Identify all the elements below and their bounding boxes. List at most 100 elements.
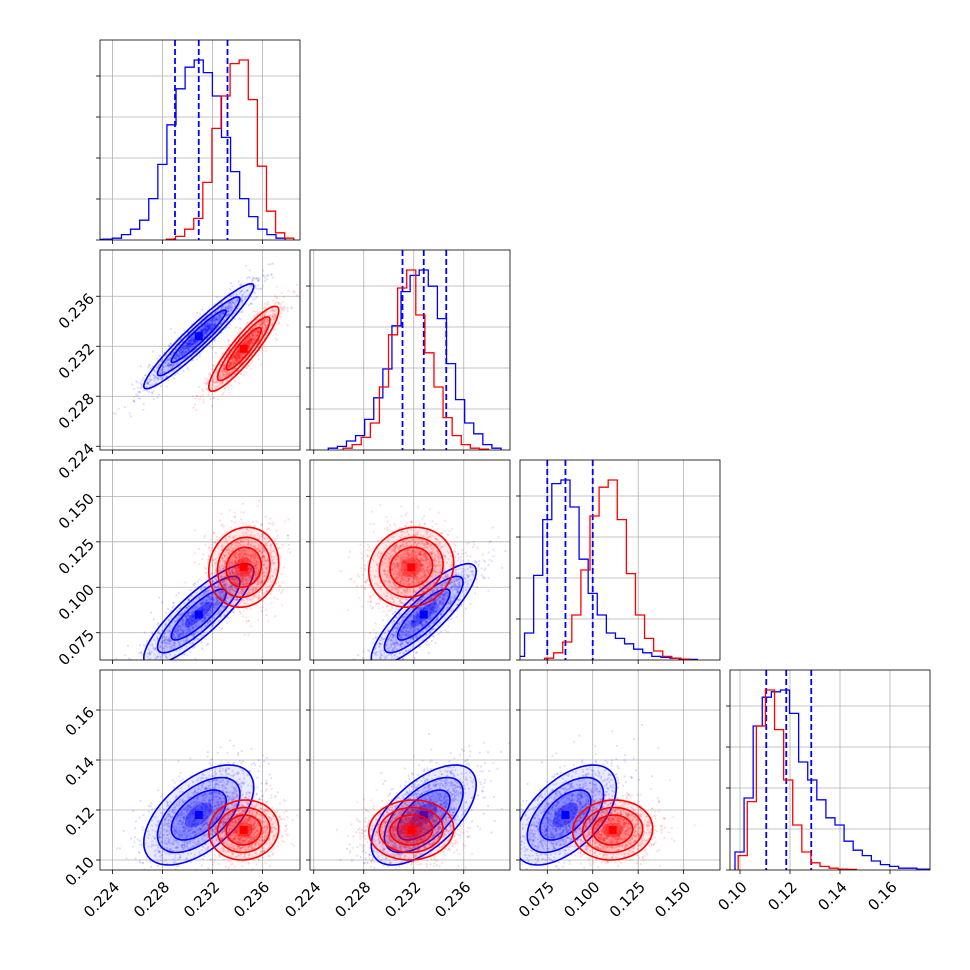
scatter-point bbox=[136, 672, 138, 674]
scatter-point bbox=[256, 279, 260, 282]
scatter-point bbox=[194, 403, 197, 406]
scatter-point bbox=[267, 274, 270, 277]
scatter-point bbox=[261, 349, 264, 352]
scatter-point bbox=[159, 385, 162, 388]
scatter-point bbox=[186, 654, 189, 657]
scatter-point bbox=[186, 342, 189, 346]
density-peak bbox=[194, 610, 203, 619]
scatter-point bbox=[156, 396, 159, 399]
scatter-point bbox=[143, 374, 146, 377]
scatter-point bbox=[190, 342, 193, 346]
scatter-point bbox=[205, 328, 208, 331]
scatter-point bbox=[149, 374, 152, 378]
scatter-point bbox=[240, 299, 243, 302]
scatter-point bbox=[193, 397, 197, 400]
scatter-point bbox=[259, 606, 262, 609]
scatter-point bbox=[115, 657, 118, 660]
scatter-point bbox=[239, 290, 242, 294]
scatter-point bbox=[181, 349, 185, 353]
scatter-point bbox=[256, 354, 259, 357]
y-tick-label: 0.228 bbox=[55, 390, 98, 433]
scatter-point bbox=[283, 296, 286, 299]
scatter-point bbox=[272, 523, 275, 526]
scatter-point bbox=[227, 304, 230, 307]
scatter-point bbox=[235, 293, 238, 296]
scatter-point bbox=[146, 661, 148, 663]
scatter-point bbox=[233, 380, 237, 383]
scatter-point bbox=[203, 324, 206, 327]
scatter-point bbox=[275, 285, 278, 288]
scatter-point bbox=[175, 354, 178, 357]
scatter-point bbox=[247, 304, 250, 307]
scatter-point bbox=[267, 620, 270, 623]
scatter-point bbox=[280, 292, 283, 295]
scatter-point bbox=[133, 662, 135, 664]
scatter-point bbox=[123, 406, 127, 409]
scatter-point bbox=[201, 647, 204, 650]
scatter-point bbox=[255, 296, 258, 299]
panel-0-0 bbox=[96, 39, 301, 244]
density-peak bbox=[194, 332, 203, 341]
scatter-point bbox=[218, 536, 221, 539]
scatter-point bbox=[213, 323, 216, 326]
scatter-point bbox=[159, 372, 162, 375]
scatter-point bbox=[275, 338, 278, 341]
scatter-point bbox=[187, 343, 190, 346]
scatter-point bbox=[274, 328, 277, 332]
scatter-point bbox=[204, 328, 208, 331]
scatter-point bbox=[191, 343, 194, 346]
scatter-point bbox=[188, 339, 191, 342]
scatter-point bbox=[238, 292, 241, 295]
scatter-point bbox=[153, 665, 155, 667]
scatter-point bbox=[267, 263, 270, 266]
scatter-point bbox=[133, 400, 136, 403]
scatter-point bbox=[238, 381, 241, 384]
scatter-point bbox=[165, 385, 168, 388]
scatter-point bbox=[286, 307, 289, 310]
scatter-point bbox=[224, 315, 227, 319]
scatter-point bbox=[204, 377, 207, 380]
scatter-point bbox=[235, 293, 238, 296]
scatter-point bbox=[152, 618, 155, 621]
scatter-point bbox=[170, 364, 173, 367]
scatter-point bbox=[196, 341, 199, 344]
scatter-point bbox=[186, 366, 189, 370]
scatter-point bbox=[255, 276, 258, 279]
scatter-point bbox=[142, 402, 145, 406]
scatter-point bbox=[151, 674, 153, 676]
scatter-point bbox=[233, 301, 236, 304]
scatter-point bbox=[257, 288, 260, 291]
scatter-point bbox=[183, 345, 186, 348]
scatter-point bbox=[175, 357, 178, 360]
scatter-point bbox=[257, 358, 260, 361]
scatter-point bbox=[207, 393, 210, 396]
scatter-point bbox=[140, 384, 143, 387]
scatter-point bbox=[215, 600, 219, 603]
scatter-point bbox=[137, 397, 140, 400]
scatter-point bbox=[214, 351, 217, 354]
scatter-point bbox=[161, 365, 164, 368]
scatter-point bbox=[211, 346, 214, 349]
scatter-point bbox=[240, 299, 243, 302]
scatter-point bbox=[194, 657, 197, 660]
scatter-point bbox=[233, 317, 237, 320]
scatter-point bbox=[202, 329, 205, 332]
scatter-point bbox=[206, 559, 210, 562]
scatter-point bbox=[135, 661, 137, 663]
scatter-point bbox=[226, 308, 229, 311]
scatter-point bbox=[286, 310, 289, 313]
scatter-point bbox=[152, 667, 154, 669]
scatter-point bbox=[278, 589, 281, 592]
scatter-point bbox=[283, 306, 286, 309]
scatter-point bbox=[244, 295, 247, 298]
scatter-point bbox=[239, 318, 242, 321]
scatter-point bbox=[280, 310, 283, 314]
scatter-point bbox=[255, 287, 259, 290]
scatter-point bbox=[175, 355, 178, 358]
scatter-point bbox=[228, 310, 231, 313]
scatter-point bbox=[204, 543, 207, 546]
scatter-point bbox=[188, 347, 191, 350]
scatter-point bbox=[107, 702, 109, 704]
